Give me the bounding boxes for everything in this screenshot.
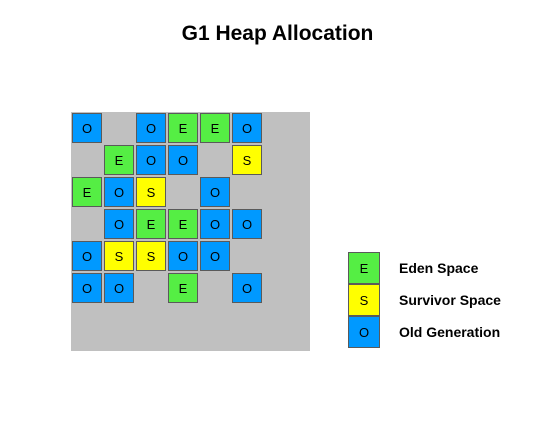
survivor-region: S [104,241,134,271]
old-region: O [136,145,166,175]
old-region: O [104,209,134,239]
survivor-region: S [232,145,262,175]
eden-region: E [168,209,198,239]
old-region: O [168,145,198,175]
legend-label-eden: Eden Space [399,260,479,276]
old-region: O [104,273,134,303]
eden-region: E [136,209,166,239]
legend-label-old: Old Generation [399,324,501,340]
eden-region: E [104,145,134,175]
old-region: O [232,113,262,143]
eden-region: E [168,113,198,143]
old-region: O [72,241,102,271]
old-region: O [72,113,102,143]
survivor-region: S [136,177,166,207]
old-region: O [104,177,134,207]
old-region: O [136,113,166,143]
old-region: O [232,209,262,239]
old-region: O [200,241,230,271]
old-region: O [232,273,262,303]
legend-swatch-survivor: S [348,284,380,316]
old-region: O [72,273,102,303]
old-region: O [200,177,230,207]
legend-swatch-old: O [348,316,380,348]
old-region: O [168,241,198,271]
survivor-region: S [136,241,166,271]
legend-swatch-eden: E [348,252,380,284]
old-region: O [200,209,230,239]
diagram-title: G1 Heap Allocation [181,22,374,45]
eden-region: E [72,177,102,207]
eden-region: E [200,113,230,143]
legend-label-survivor: Survivor Space [399,292,501,308]
eden-region: E [168,273,198,303]
